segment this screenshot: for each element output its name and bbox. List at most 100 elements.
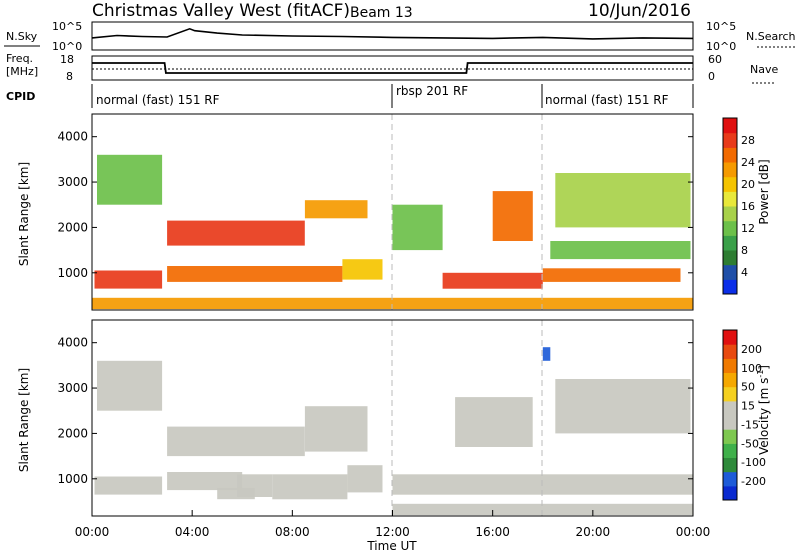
velocity-title-end: ] [757, 365, 771, 370]
velocity-cells-region-13 [542, 347, 551, 361]
n-sky-tick-top: 10^5 [52, 20, 82, 33]
x-axis-label: Time UT [366, 539, 417, 553]
velocity-cells-region-8 [97, 360, 163, 411]
velocity-cbar-label-0: 200 [741, 343, 762, 356]
power-cells-region-1 [167, 266, 343, 282]
x-tick-label-3: 12:00 [375, 525, 410, 539]
velocity-cells-region-11 [555, 379, 691, 434]
velocity-cbar-label-1: 100 [741, 362, 762, 375]
station-title: Christmas Valley West (fitACF) [92, 1, 350, 21]
frequency-panel: Freq. [MHz] 18 8 60 0 Nave [6, 52, 778, 84]
power-y-axis: 1000 2000 3000 4000 [57, 130, 693, 280]
cpid-segment-1: rbsp 201 RF [396, 84, 468, 98]
power-yticks-label-2: 3000 [57, 175, 88, 189]
velocity-colorbar-title: Velocity [m s-1] [756, 365, 771, 455]
n-search-tick-top: 10^5 [706, 20, 736, 33]
velocity-yticks-label-3: 4000 [57, 336, 88, 350]
velocity-cbar-swatch-2 [723, 457, 737, 473]
power-cbar-swatch-6 [723, 191, 737, 207]
n-sky-tick-bottom: 10^0 [52, 40, 82, 53]
x-tick-label-2: 08:00 [275, 525, 310, 539]
velocity-cbar-swatch-3 [723, 443, 737, 458]
power-yticks-label-3: 4000 [57, 130, 88, 144]
velocity-yticks-label-2: 3000 [57, 381, 88, 395]
noise-series-line [91, 27, 694, 40]
power-cbar-swatch-7 [723, 176, 737, 192]
velocity-cbar-swatch-10 [723, 344, 737, 359]
noise-panel: N.Sky 10^5 10^0 10^5 10^0 N.Search [4, 20, 796, 53]
velocity-cbar-swatch-6 [723, 400, 737, 416]
power-cbar-label-1: 24 [741, 156, 755, 169]
velocity-cells-region-6 [167, 426, 305, 457]
power-cbar-swatch-4 [723, 220, 737, 236]
velocity-yticks-label-1: 2000 [57, 426, 88, 440]
x-tick-label-4: 16:00 [475, 525, 510, 539]
velocity-cells-region-4 [272, 474, 348, 500]
power-yticks-label-0: 1000 [57, 266, 88, 280]
power-cells-region-6 [392, 204, 443, 251]
velocity-cbar-swatch-0 [723, 485, 737, 501]
power-cells-region-4 [304, 200, 368, 219]
velocity-cells-region-0 [94, 476, 163, 495]
time-x-axis: 00:00 04:00 08:00 12:00 16:00 20:00 00:00 [75, 510, 710, 539]
freq-tick-bottom: 8 [66, 70, 73, 83]
power-cells-region-7 [442, 272, 543, 289]
velocity-cells-region-12 [392, 503, 693, 516]
velocity-cells-region-3 [237, 474, 273, 497]
power-cbar-frame [722, 117, 738, 295]
cpid-segment-2: normal (fast) 151 RF [545, 93, 669, 107]
velocity-cells-region-10 [455, 397, 533, 447]
velocity-yticks-label-0: 1000 [57, 472, 88, 486]
power-cells-region-8 [492, 191, 533, 241]
date-label: 10/Jun/2016 [588, 1, 691, 21]
velocity-cbar-swatch-5 [723, 415, 737, 430]
power-cbar-label-2: 20 [741, 178, 755, 191]
power-cbar-label-6: 4 [741, 266, 748, 279]
power-cells-region-5 [97, 154, 163, 205]
power-cells-region-3 [167, 220, 305, 246]
cpid-label: CPID [6, 90, 35, 103]
power-cells-region-10 [550, 241, 691, 260]
velocity-cbar-swatch-11 [723, 330, 737, 345]
velocity-title-main: Velocity [m s [757, 378, 771, 455]
power-panel: 1000 2000 3000 4000 Slant Range [km] [17, 113, 694, 311]
velocity-cbar-label-7: -200 [741, 475, 766, 488]
velocity-panel: 1000 2000 3000 4000 Slant Range [km] [17, 319, 694, 517]
power-cbar-swatch-9 [723, 147, 737, 163]
power-cbar-swatch-8 [723, 162, 737, 178]
velocity-cbar-swatch-9 [723, 358, 737, 373]
power-data-cells [92, 154, 693, 310]
velocity-cbar-label-6: -100 [741, 456, 766, 469]
cpid-segment-0: normal (fast) 151 RF [96, 93, 220, 107]
cpid-panel: CPID normal (fast) 151 RF rbsp 201 RF no… [6, 84, 694, 108]
beam-label: Beam 13 [350, 5, 413, 21]
x-tick-label-1: 04:00 [175, 525, 210, 539]
n-sky-label: N.Sky [6, 30, 38, 43]
power-colorbar-title: Power [dB] [757, 159, 771, 224]
velocity-y-axis: 1000 2000 3000 4000 [57, 336, 693, 486]
velocity-cells-region-1 [167, 472, 243, 491]
power-cells-region-0 [94, 270, 163, 289]
power-cells-region-2 [342, 259, 383, 280]
velocity-cells-region-2 [217, 487, 255, 500]
velocity-colorbar: 200 100 50 15 -15 -50 -100 -200 [722, 329, 766, 501]
n-search-label: N.Search [746, 30, 796, 43]
power-cells-region-11 [555, 173, 691, 228]
velocity-ylabel: Slant Range [km] [17, 368, 31, 472]
power-cbar-swatch-0 [723, 279, 737, 295]
power-cbar-label-4: 12 [741, 222, 755, 235]
nave-tick-top: 60 [708, 53, 722, 66]
velocity-cells-region-9 [392, 474, 693, 495]
power-cbar-swatch-5 [723, 206, 737, 222]
power-ylabel: Slant Range [km] [17, 162, 31, 266]
velocity-cells-region-5 [347, 465, 383, 493]
velocity-cells-region-7 [304, 406, 368, 452]
power-cbar-label-5: 8 [741, 244, 748, 257]
power-cbar-swatch-1 [723, 264, 737, 280]
velocity-cbar-label-3: 15 [741, 400, 755, 413]
velocity-cbar-swatch-7 [723, 386, 737, 402]
power-colorbar: 28 24 20 16 12 8 4 [722, 117, 755, 295]
velocity-cbar-swatch-1 [723, 471, 737, 487]
power-cbar-swatch-11 [723, 118, 737, 134]
